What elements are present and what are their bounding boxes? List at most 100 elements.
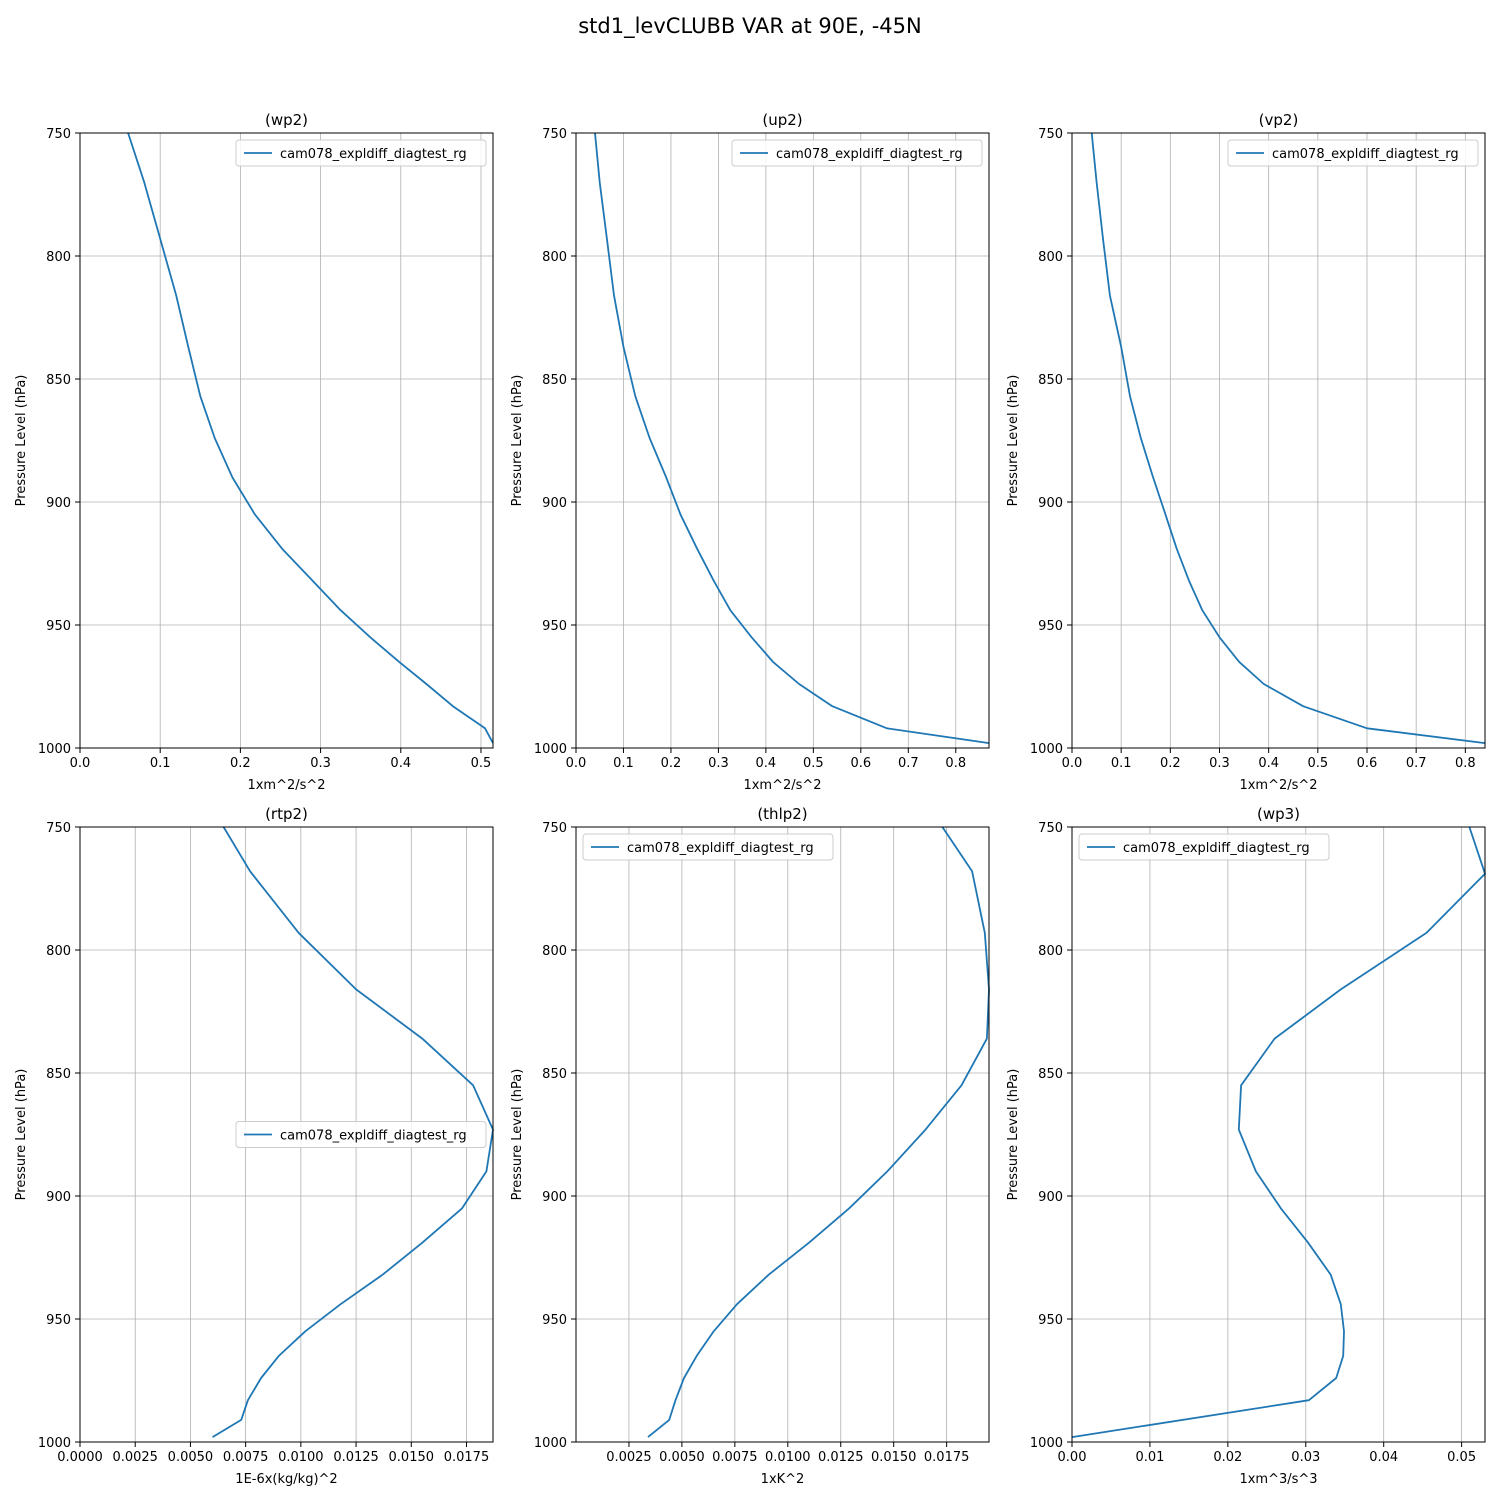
y-tick-label: 950 bbox=[542, 619, 567, 634]
legend-label: cam078_expldiff_diagtest_rg bbox=[776, 147, 963, 162]
x-axis-label: 1xm^2/s^2 bbox=[743, 778, 821, 793]
x-tick-label: 0.8 bbox=[945, 756, 966, 771]
series-line bbox=[1071, 826, 1486, 1438]
y-tick-label: 800 bbox=[1038, 944, 1063, 959]
subplot-6: 0.00 0.01 0.02 0.03 0.04 0.05 750 800 850 900 950 1… bbox=[1006, 805, 1486, 1487]
x-tick-label: 0.3 bbox=[1209, 756, 1230, 771]
y-tick-label: 750 bbox=[46, 821, 71, 836]
x-tick-label: 0.0 bbox=[566, 756, 587, 771]
y-tick-label: 1000 bbox=[534, 742, 567, 757]
subplot-4: 0.0000 0.0025 0.0050 0.0075 0.0100 0.0125 0.01… bbox=[14, 805, 494, 1487]
x-tick-label: 0.0025 bbox=[112, 1450, 158, 1465]
y-tick-label: 800 bbox=[46, 250, 71, 265]
y-tick-label: 1000 bbox=[1030, 742, 1063, 757]
x-tick-label: 0.3 bbox=[708, 756, 729, 771]
x-tick-label: 0.2 bbox=[661, 756, 682, 771]
x-tick-label: 0.3 bbox=[310, 756, 331, 771]
x-tick-label: 0.0175 bbox=[924, 1450, 970, 1465]
y-tick-label: 850 bbox=[542, 373, 567, 388]
axes-frame bbox=[1071, 132, 1486, 749]
x-axis-label: 1xK^2 bbox=[761, 1472, 805, 1487]
axes-frame bbox=[1071, 826, 1486, 1443]
x-tick-label: 0.00 bbox=[1058, 1450, 1087, 1465]
legend-label: cam078_expldiff_diagtest_rg bbox=[1272, 147, 1459, 162]
legend: cam078_expldiff_diagtest_rg bbox=[235, 1121, 487, 1148]
y-tick-label: 950 bbox=[1038, 1313, 1063, 1328]
axes-frame bbox=[575, 826, 990, 1443]
x-tick-label: 0.0 bbox=[1062, 756, 1083, 771]
x-tick-label: 0.8 bbox=[1455, 756, 1476, 771]
y-tick-label: 900 bbox=[46, 1190, 71, 1205]
legend-box bbox=[731, 139, 983, 167]
y-tick-label: 950 bbox=[542, 1313, 567, 1328]
y-axis-label: Pressure Level (hPa) bbox=[510, 1069, 525, 1201]
legend-box bbox=[235, 139, 487, 167]
legend-label: cam078_expldiff_diagtest_rg bbox=[1123, 841, 1310, 856]
y-tick-label: 800 bbox=[1038, 250, 1063, 265]
y-tick-label: 900 bbox=[542, 496, 567, 511]
y-tick-label: 750 bbox=[1038, 821, 1063, 836]
x-tick-label: 0.02 bbox=[1213, 1450, 1242, 1465]
y-tick-label: 1000 bbox=[38, 742, 71, 757]
x-tick-label: 0.1 bbox=[150, 756, 171, 771]
series-line bbox=[212, 826, 494, 1438]
x-tick-label: 0.0075 bbox=[712, 1450, 758, 1465]
subplot-title: (wp2) bbox=[265, 111, 308, 129]
x-tick-label: 0.0150 bbox=[389, 1450, 435, 1465]
y-tick-label: 850 bbox=[46, 1067, 71, 1082]
axes-frame bbox=[79, 826, 494, 1443]
x-tick-label: 0.04 bbox=[1369, 1450, 1398, 1465]
legend-label: cam078_expldiff_diagtest_rg bbox=[280, 147, 467, 162]
legend-label: cam078_expldiff_diagtest_rg bbox=[627, 841, 814, 856]
axes-frame bbox=[575, 132, 990, 749]
x-tick-label: 0.05 bbox=[1447, 1450, 1476, 1465]
x-tick-label: 0.6 bbox=[850, 756, 871, 771]
y-tick-label: 950 bbox=[46, 619, 71, 634]
x-tick-label: 0.0100 bbox=[278, 1450, 324, 1465]
y-tick-label: 850 bbox=[1038, 373, 1063, 388]
x-tick-label: 0.7 bbox=[898, 756, 919, 771]
y-tick-label: 800 bbox=[542, 250, 567, 265]
y-tick-label: 750 bbox=[542, 821, 567, 836]
subplot-2: 0.0 0.1 0.2 0.3 0.4 0.5 0.6 0.7 0.8 750 800 850 900 9… bbox=[510, 111, 990, 793]
y-tick-label: 900 bbox=[1038, 1190, 1063, 1205]
legend-box bbox=[582, 833, 834, 861]
y-axis-label: Pressure Level (hPa) bbox=[1006, 375, 1021, 507]
x-tick-label: 0.2 bbox=[1160, 756, 1181, 771]
y-axis-label: Pressure Level (hPa) bbox=[510, 375, 525, 507]
subplot-title: (vp2) bbox=[1259, 111, 1299, 129]
y-tick-label: 1000 bbox=[534, 1436, 567, 1451]
subplot-title: (up2) bbox=[762, 111, 802, 129]
x-tick-label: 0.4 bbox=[756, 756, 777, 771]
subplot-5: 0.0025 0.0050 0.0075 0.0100 0.0125 0.0150 0.01… bbox=[510, 805, 990, 1487]
x-tick-label: 0.1 bbox=[613, 756, 634, 771]
x-axis-label: 1xm^2/s^2 bbox=[1239, 778, 1317, 793]
y-tick-label: 950 bbox=[1038, 619, 1063, 634]
y-tick-label: 1000 bbox=[38, 1436, 71, 1451]
subplot-3: 0.0 0.1 0.2 0.3 0.4 0.5 0.6 0.7 0.8 750 800 850 900 9… bbox=[1006, 111, 1486, 793]
y-tick-label: 850 bbox=[46, 373, 71, 388]
x-tick-label: 0.0050 bbox=[659, 1450, 705, 1465]
x-tick-label: 0.01 bbox=[1135, 1450, 1164, 1465]
x-tick-label: 0.0075 bbox=[223, 1450, 269, 1465]
y-axis-label: Pressure Level (hPa) bbox=[1006, 1069, 1021, 1201]
y-tick-label: 950 bbox=[46, 1313, 71, 1328]
y-tick-label: 750 bbox=[46, 127, 71, 142]
x-tick-label: 0.7 bbox=[1406, 756, 1427, 771]
x-tick-label: 0.4 bbox=[390, 756, 411, 771]
legend: cam078_expldiff_diagtest_rg bbox=[1078, 833, 1330, 861]
y-axis-label: Pressure Level (hPa) bbox=[14, 375, 29, 507]
x-tick-label: 0.0 bbox=[70, 756, 91, 771]
legend-label: cam078_expldiff_diagtest_rg bbox=[280, 1129, 467, 1144]
x-tick-label: 0.5 bbox=[803, 756, 824, 771]
x-axis-label: 1E-6x(kg/kg)^2 bbox=[235, 1472, 337, 1487]
x-tick-label: 0.0000 bbox=[57, 1450, 103, 1465]
x-tick-label: 0.5 bbox=[1307, 756, 1328, 771]
subplot-title: (thlp2) bbox=[757, 805, 807, 823]
y-tick-label: 800 bbox=[542, 944, 567, 959]
x-tick-label: 0.1 bbox=[1111, 756, 1132, 771]
x-tick-label: 0.0150 bbox=[871, 1450, 917, 1465]
x-axis-label: 1xm^3/s^3 bbox=[1239, 1472, 1317, 1487]
